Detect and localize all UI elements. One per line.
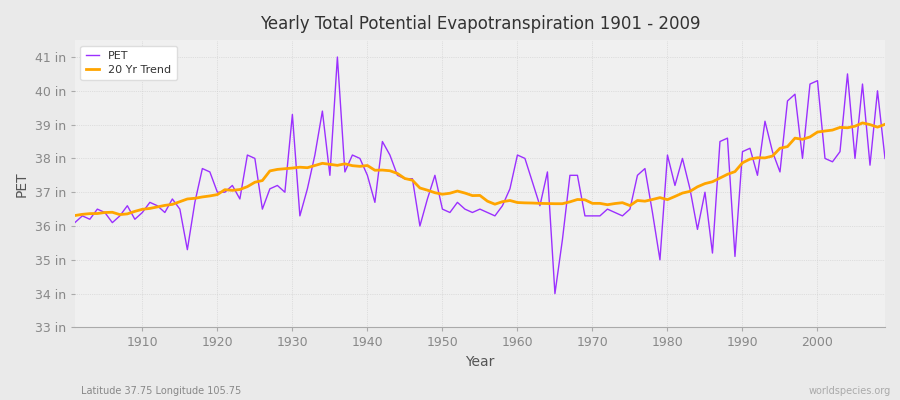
20 Yr Trend — [339, 162, 350, 166]
20 Yr Trend — [294, 165, 305, 170]
Title: Yearly Total Potential Evapotranspiration 1901 - 2009: Yearly Total Potential Evapotranspiratio… — [260, 15, 700, 33]
20 Yr Trend — [857, 120, 868, 125]
PET — [617, 214, 628, 218]
Line: 20 Yr Trend: 20 Yr Trend — [75, 123, 885, 216]
20 Yr Trend — [69, 213, 80, 218]
PET — [130, 217, 140, 222]
20 Yr Trend — [879, 122, 890, 127]
20 Yr Trend — [130, 209, 140, 214]
Text: Latitude 37.75 Longitude 105.75: Latitude 37.75 Longitude 105.75 — [81, 386, 241, 396]
20 Yr Trend — [602, 202, 613, 207]
PET — [69, 220, 80, 225]
PET — [879, 156, 890, 161]
PET — [512, 153, 523, 158]
Line: PET: PET — [75, 57, 885, 294]
PET — [550, 291, 561, 296]
PET — [332, 55, 343, 60]
20 Yr Trend — [505, 198, 516, 203]
X-axis label: Year: Year — [465, 355, 495, 369]
PET — [347, 153, 358, 158]
Y-axis label: PET: PET — [15, 171, 29, 196]
PET — [519, 156, 530, 161]
Legend: PET, 20 Yr Trend: PET, 20 Yr Trend — [80, 46, 176, 80]
20 Yr Trend — [512, 200, 523, 205]
PET — [294, 214, 305, 218]
Text: worldspecies.org: worldspecies.org — [809, 386, 891, 396]
